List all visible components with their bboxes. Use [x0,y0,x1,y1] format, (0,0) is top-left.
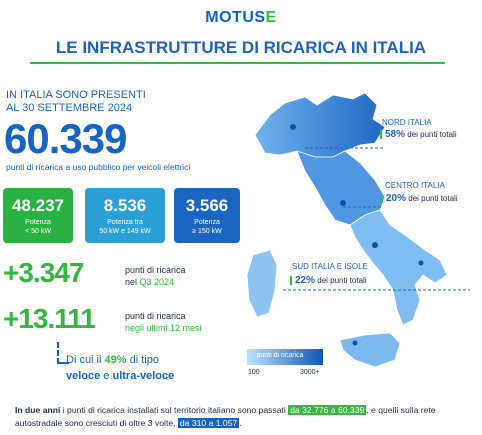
growth-q3-text: punti di ricarica nel Q3 2024 [125,265,186,287]
power-box-label: Potenza ≥ 150 kW [192,219,222,235]
italy-map [246,92,470,368]
total-charging-points: 60.339 [4,115,127,162]
milan-marker [290,124,296,130]
power-box-high: 3.566 Potenza ≥ 150 kW [174,188,240,243]
region-north-value: 58% dei punti totali [380,129,457,140]
legend-max: 3000+ [300,369,320,376]
intro-line-2: AL 30 SETTEMBRE 2024 [6,102,133,114]
growth-12m-text: punti di ricarica negli ultimi 12 mesi [125,311,202,333]
power-box-low: 48.237 Potenza < 50 kW [3,188,73,243]
dashed-connector [57,342,69,364]
page-title: LE INFRASTRUTTURE DI RICARICA IN ITALIA [55,38,427,57]
sicily-region [339,332,401,368]
fast-charge-note: Di cui il 49% di tipo veloce e ultra-vel… [66,354,175,382]
power-box-label: Potenza tra 50 kW e 149 kW [99,219,151,235]
region-center-value: 20% dei punti totali [381,193,458,204]
power-box-value: 48.237 [12,196,64,215]
title-underline [30,62,445,64]
region-center-title: CENTRO ITALIA [385,181,445,190]
total-subtitle: punti di ricarica a uso pubblico per vei… [6,162,191,172]
legend-label: punti di ricarica [256,352,304,359]
rome-marker [340,200,346,206]
footer-note: In due anni i punti di ricarica installa… [15,405,436,428]
region-south-value: 22% dei punti totali [290,275,367,286]
naples-marker [372,242,378,248]
growth-q3-value: +3.347 [3,257,84,288]
power-box-mid: 8.536 Potenza tra 50 kW e 149 kW [85,188,165,243]
intro-line-1: IN ITALIA SONO PRESENTI [6,89,146,101]
region-south-title: SUD ITALIA E ISOLE [292,262,368,271]
region-north-title: NORD ITALIA [382,118,432,127]
palermo-marker [352,340,358,346]
south-italy-region [349,209,448,326]
legend-gradient [247,349,323,365]
north-italy-region [254,92,386,158]
legend-min: 100 [248,369,260,376]
power-box-value: 8.536 [103,196,147,215]
power-box-label: Potenza < 50 kW [25,219,51,235]
power-box-value: 3.566 [185,196,229,215]
sardinia-region [246,249,278,318]
motus-e-logo: MOTUSE [205,9,277,26]
growth-12m-value: +13.111 [3,303,96,334]
bari-marker [418,260,424,266]
intro-text: IN ITALIA SONO PRESENTI AL 30 SETTEMBRE … [6,89,146,115]
